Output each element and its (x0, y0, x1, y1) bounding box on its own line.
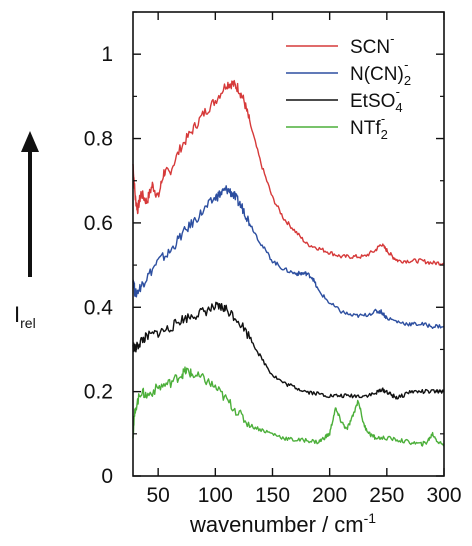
plot-frame (132, 11, 445, 477)
y-axis-title: Irel (14, 302, 36, 331)
legend-label-subscript: 4 (395, 100, 402, 115)
legend-label-superscript: - (390, 31, 394, 46)
y-tick-label-0: 0 (101, 465, 113, 488)
legend-label-subscript: 2 (381, 127, 388, 142)
legend-label-2: N(CN)2- (350, 57, 411, 88)
x-axis-title-main: wavenumber / cm (189, 512, 364, 537)
series-line-4 (132, 366, 445, 447)
x-axis-title: wavenumber / cm-1 (189, 510, 376, 537)
ticks-layer: 50 100 150 200 250 300 0 0.2 0.4 0.6 0.8 1 (84, 11, 462, 507)
y-tick-label-1: 0.2 (84, 381, 113, 404)
legend: SCN-N(CN)2-EtSO4-NTf2- (286, 31, 411, 142)
legend-label-1: SCN- (350, 31, 394, 58)
legend-label-superscript: - (404, 57, 408, 72)
x-tick-label-100: 100 (198, 484, 233, 507)
y-tick-label-4: 0.8 (84, 128, 113, 151)
x-tick-label-50: 50 (146, 484, 169, 507)
legend-label-4: NTf2- (350, 111, 388, 142)
x-axis-title-superscript: -1 (364, 510, 377, 526)
y-axis-title-subscript: rel (20, 315, 36, 331)
legend-label-subscript: 2 (404, 73, 411, 88)
y-tick-label-5: 1 (101, 43, 113, 66)
y-tick-label-2: 0.4 (84, 296, 114, 319)
x-tick-label-250: 250 (369, 484, 404, 507)
y-axis-title-main: I (14, 302, 20, 327)
series-line-3 (132, 301, 445, 400)
y-axis-arrow-head (21, 131, 39, 152)
legend-label-main: NTf (350, 118, 381, 139)
legend-label-main: EtSO (350, 91, 395, 112)
legend-label-3: EtSO4- (350, 84, 403, 115)
y-tick-label-3: 0.6 (84, 212, 113, 235)
x-tick-label-150: 150 (255, 484, 290, 507)
series-line-1 (132, 79, 445, 266)
x-tick-label-200: 200 (312, 484, 347, 507)
series-line-2 (132, 185, 445, 329)
x-tick-label-300: 300 (426, 484, 461, 507)
legend-label-main: N(CN) (350, 64, 404, 85)
legend-label-main: SCN (350, 37, 390, 58)
series-layer (132, 79, 445, 447)
legend-label-superscript: - (381, 111, 385, 126)
legend-label-superscript: - (396, 84, 400, 99)
